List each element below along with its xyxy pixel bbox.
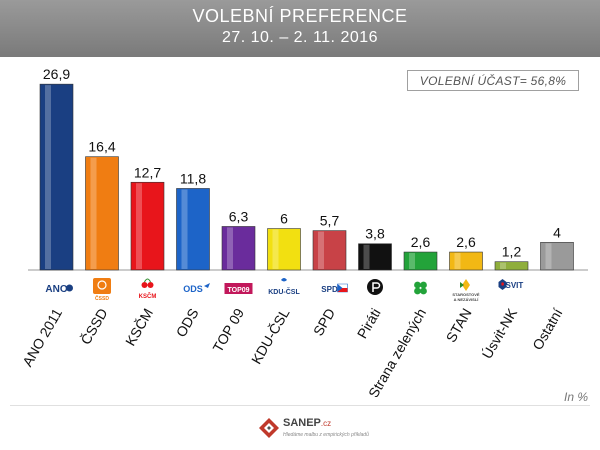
clover-logo-icon-leaf-2	[414, 287, 421, 295]
bar-highlight-6	[318, 231, 324, 269]
bar-7	[358, 243, 392, 271]
spd-logo-icon-text: SPD	[321, 285, 338, 294]
clover-logo-icon-leaf-1	[420, 281, 427, 289]
bar-highlight-1	[90, 157, 97, 269]
data-label-8: 2,6	[411, 234, 431, 250]
ano-logo-icon-text: ANO	[45, 284, 67, 295]
top09-logo-icon-text: TOP09	[227, 287, 249, 294]
spd-logo-icon-flag-blue	[337, 284, 343, 292]
data-label-10: 1,2	[502, 244, 522, 260]
category-label-3: ODS	[173, 306, 202, 340]
bar-0	[39, 83, 74, 271]
bar-1	[85, 156, 119, 271]
kscm-logo-icon-cherry	[147, 282, 154, 288]
clover-logo-icon-leaf-3	[420, 287, 427, 295]
bar-chart: 26,9 ANO ANO 2011 16,4 ČSSD ČSSD 12,7 KSČM KSČM 1…	[19, 66, 588, 397]
usvit-logo-icon-text: ÚSVIT	[500, 281, 524, 290]
pirati-logo-icon-flag	[372, 282, 381, 292]
turnout-box: VOLEBNÍ ÚČAST= 56,8%	[407, 70, 579, 91]
chart-subtitle: 27. 10. – 2. 11. 2016	[221, 29, 379, 46]
data-label-1: 16,4	[88, 139, 115, 155]
bar-3	[176, 188, 210, 271]
cssd-logo-icon-rose	[97, 280, 107, 290]
category-label-0: ANO 2011	[19, 305, 65, 369]
sanep-logo: SANEP.cz Hledáme malbu z empirických pří…	[258, 415, 369, 445]
stan-logo-icon-text: A NEZÁVISLÍ	[454, 297, 480, 302]
bar-2	[130, 181, 165, 271]
category-label-9: STAN	[443, 306, 475, 345]
kdu-logo-icon-text: KDU-ČSL	[268, 287, 300, 296]
chart-header: VOLEBNÍ PREFERENCE 27. 10. – 2. 11. 2016	[0, 0, 600, 57]
bar-highlight-2	[136, 183, 142, 269]
bar-highlight-11	[545, 243, 552, 269]
bar-highlight-5	[272, 229, 279, 269]
kscm-logo-icon-stem	[144, 278, 151, 283]
category-label-4: TOP 09	[209, 305, 247, 355]
chart-title: VOLEBNÍ PREFERENCE	[192, 6, 408, 26]
footer-divider	[10, 405, 590, 406]
usvit-logo-icon-dot	[500, 282, 505, 286]
data-label-6: 5,7	[320, 213, 340, 229]
ano-logo-icon	[66, 284, 73, 292]
data-label-7: 3,8	[365, 226, 385, 242]
data-label-3: 11,8	[180, 170, 206, 186]
kscm-logo-icon-text: KSČM	[139, 293, 157, 300]
stan-logo-icon	[462, 279, 470, 291]
data-label-5: 6	[280, 211, 288, 227]
bar-8	[403, 251, 438, 271]
category-label-10: Úsvit-NK	[479, 305, 521, 361]
data-label-9: 2,6	[456, 234, 476, 250]
bar-highlight-8	[409, 253, 415, 269]
unit-label: In %	[563, 390, 588, 404]
data-label-2: 12,7	[134, 164, 161, 180]
kdu-logo-icon	[281, 278, 287, 282]
bar-highlight-3	[181, 189, 188, 269]
category-label-1: ČSSD	[77, 306, 110, 348]
stan-logo-icon-part	[460, 282, 464, 288]
kscm-logo-icon	[141, 282, 148, 288]
cssd-logo-icon-text: ČSSD	[95, 295, 109, 302]
bar-11	[540, 242, 574, 271]
bar-highlight-10	[500, 262, 506, 269]
bar-10	[494, 261, 529, 271]
bar-5	[267, 228, 301, 271]
stan-logo-icon-text: STAROSTOVÉ	[452, 292, 480, 297]
data-label-0: 26,9	[43, 66, 70, 82]
bar-highlight-7	[363, 244, 370, 269]
category-label-6: SPD	[310, 306, 338, 339]
clover-logo-icon-leaf-0	[414, 281, 421, 289]
data-label-11: 4	[553, 224, 561, 240]
category-label-7: Piráti	[354, 306, 384, 342]
ods-logo-icon-text: ODS	[183, 284, 203, 294]
bar-9	[449, 251, 483, 271]
sanep-tagline: Hledáme malbu z empirických příkladů	[283, 432, 369, 438]
bar-6	[312, 230, 347, 271]
category-label-11: Ostatní	[529, 305, 565, 352]
bar-4	[221, 226, 256, 271]
bar-highlight-9	[454, 253, 461, 269]
cssd-logo-icon	[93, 278, 111, 294]
sanep-logo-icon	[259, 418, 279, 438]
data-label-4: 6,3	[229, 208, 249, 224]
category-label-2: KSČM	[122, 306, 156, 349]
top09-logo-icon	[224, 283, 253, 294]
pirati-logo-icon	[367, 279, 383, 295]
category-label-5: KDU-ČSL	[248, 305, 293, 366]
sanep-name: SANEP.cz	[283, 417, 332, 429]
ods-logo-icon	[204, 283, 210, 288]
bar-highlight-0	[45, 85, 51, 270]
bar-highlight-4	[227, 227, 233, 269]
